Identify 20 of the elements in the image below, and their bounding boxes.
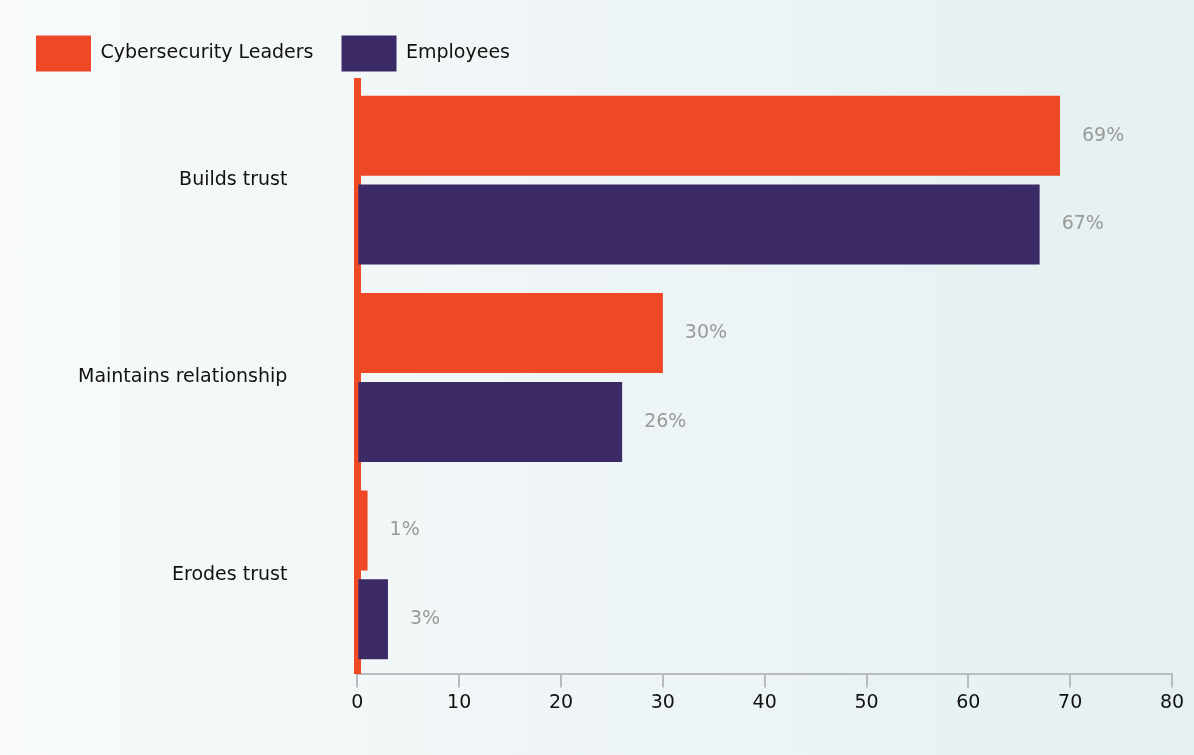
data-label: 3% (409, 606, 441, 629)
x-tick-label: 40 (752, 689, 777, 712)
x-tick-label: 0 (351, 689, 364, 712)
x-tick-label: 50 (854, 689, 879, 712)
x-tick-label: 60 (956, 689, 981, 712)
y-tick-label: Builds trust (179, 167, 288, 190)
data-label: 1% (389, 517, 420, 540)
x-tick-label: 10 (447, 689, 472, 712)
legend-label: Employees (406, 40, 511, 63)
y-tick-label: Maintains relationship (78, 364, 288, 387)
data-label: 30% (684, 320, 728, 343)
data-label: 69% (1081, 122, 1125, 145)
x-tick-label: 70 (1058, 689, 1083, 712)
x-tick-label: 30 (650, 689, 675, 712)
y-tick-label: Erodes trust (172, 561, 288, 584)
legend-label: Cybersecurity Leaders (100, 40, 314, 63)
x-tick-label: 80 (1159, 689, 1185, 712)
data-label: 26% (644, 408, 687, 431)
data-label: 67% (1061, 211, 1104, 234)
x-tick-label: 20 (548, 689, 574, 712)
